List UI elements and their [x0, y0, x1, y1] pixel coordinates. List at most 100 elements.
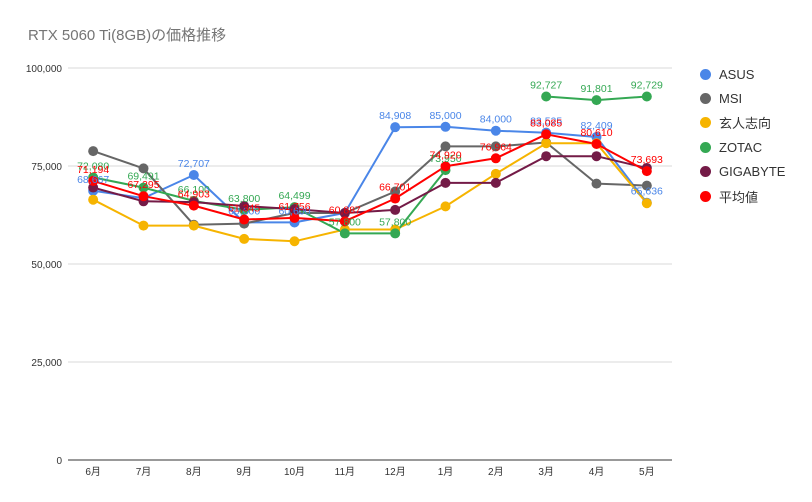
data-point [390, 204, 401, 215]
data-label: 61,345 [228, 203, 260, 215]
data-label: 63,800 [228, 193, 260, 205]
data-point [641, 180, 652, 191]
x-tick-label: 8月 [186, 466, 202, 478]
data-point [641, 166, 652, 177]
x-tick-label: 7月 [136, 466, 152, 478]
data-label: 60,600 [278, 205, 310, 217]
data-point [188, 220, 199, 231]
data-point [490, 177, 501, 188]
data-point [138, 182, 149, 193]
legend-swatch [700, 117, 711, 129]
data-point [239, 233, 250, 244]
x-tick-label: 6月 [85, 466, 101, 478]
data-point [390, 228, 401, 239]
data-point [289, 236, 300, 247]
x-tick-label: 10月 [284, 466, 305, 478]
legend-item: 玄人志向 [700, 111, 785, 135]
data-point [490, 141, 501, 152]
data-label: 72,707 [178, 158, 210, 170]
data-label: 66,701 [379, 182, 411, 194]
data-label: 60,600 [228, 205, 260, 217]
data-point [339, 208, 350, 219]
data-label: 82,409 [580, 120, 612, 132]
legend-label: 玄人志向 [719, 116, 772, 132]
data-point [138, 163, 149, 174]
legend-swatch [700, 93, 711, 105]
data-label: 60,887 [329, 204, 361, 216]
x-tick-label: 5月 [639, 466, 655, 478]
legend-item: ZOTAC [700, 135, 785, 159]
data-label: 73,693 [631, 154, 663, 166]
series-line [92, 133, 648, 223]
data-point [541, 138, 552, 149]
x-tick-label: 9月 [236, 466, 252, 478]
y-tick-label: 75,000 [31, 162, 62, 173]
data-label: 91,801 [580, 83, 612, 95]
legend-item: ASUS [700, 62, 785, 86]
data-label: 71,194 [77, 164, 109, 176]
data-point [390, 193, 401, 204]
data-point [440, 201, 451, 212]
data-label: 64,903 [178, 189, 210, 201]
data-point [490, 125, 501, 136]
series-lines [92, 95, 648, 243]
y-tick-label: 25,000 [31, 358, 62, 369]
gridlines [68, 67, 672, 461]
legend-label: GIGABYTE [719, 164, 786, 180]
data-point [591, 139, 602, 150]
data-label: 57,800 [379, 216, 411, 228]
data-point [440, 177, 451, 188]
data-label: 92,729 [631, 80, 663, 92]
series-line [93, 95, 647, 235]
data-point [591, 95, 602, 106]
data-label: 68,667 [77, 174, 109, 186]
data-label: 73,950 [429, 153, 461, 165]
data-point [641, 198, 652, 209]
data-point [289, 204, 300, 215]
data-point [591, 178, 602, 189]
data-point [339, 216, 350, 227]
legend-label: ASUS [719, 66, 755, 82]
data-point [239, 200, 250, 211]
data-point [641, 91, 652, 102]
data-point [440, 121, 451, 132]
data-point [490, 168, 501, 179]
data-point [490, 153, 501, 164]
data-point [541, 151, 552, 162]
data-point [591, 151, 602, 162]
data-label: 76,964 [480, 141, 512, 153]
data-point [188, 200, 199, 211]
data-label: 57,800 [329, 216, 361, 228]
data-point [541, 129, 552, 140]
legend-item: MSI [700, 86, 785, 110]
data-point [339, 228, 350, 239]
data-point [390, 122, 401, 133]
series-line [92, 141, 647, 226]
y-tick-label: 50,000 [31, 260, 62, 271]
data-label: 65,636 [631, 186, 663, 198]
data-point [440, 161, 451, 172]
data-label: 83,525 [530, 116, 562, 128]
data-label: 67,295 [127, 179, 159, 191]
legend-label: MSI [719, 91, 743, 107]
data-label: 61,756 [278, 201, 310, 213]
data-point [188, 169, 199, 180]
x-tick-label: 2月 [488, 466, 504, 478]
legend-swatch [700, 190, 711, 202]
legend-swatch [700, 166, 711, 178]
data-point [289, 212, 300, 223]
data-point [88, 175, 99, 186]
data-point [390, 186, 401, 197]
data-label: 80,610 [580, 127, 612, 139]
y-tick-label: 0 [56, 456, 62, 467]
data-point [239, 214, 250, 225]
data-point [88, 194, 99, 205]
legend-item: GIGABYTE [700, 160, 785, 184]
y-tick-label: 100,000 [26, 64, 63, 75]
legend-label: 平均値 [719, 189, 759, 205]
legend-item: 平均値 [700, 184, 785, 208]
data-label: 83,085 [530, 117, 562, 129]
x-tick-label: 11月 [335, 466, 355, 478]
data-label: 66,100 [178, 184, 210, 196]
